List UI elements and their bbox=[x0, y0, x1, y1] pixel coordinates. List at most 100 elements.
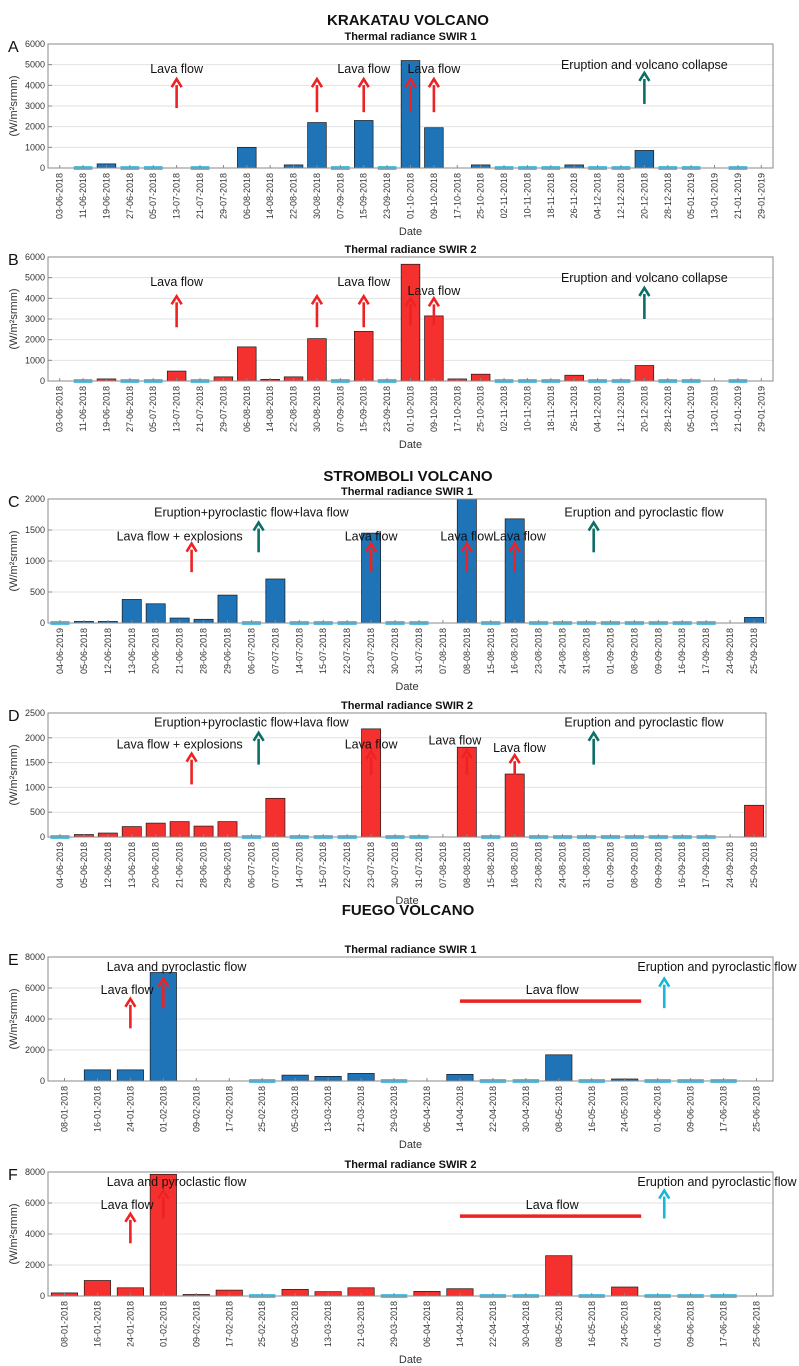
x-tick-label-b-22: 26-11-2018 bbox=[569, 386, 579, 431]
annotation-arrow-b-1 bbox=[310, 293, 324, 328]
x-tick-label-a-10: 22-08-2018 bbox=[289, 173, 299, 219]
x-tick-label-a-5: 13-07-2018 bbox=[172, 173, 182, 219]
plot-frame-c bbox=[47, 498, 767, 624]
arrow-head-b-1 bbox=[310, 293, 324, 305]
bar-a-15 bbox=[400, 60, 421, 169]
chart-panel-e: Thermal radiance SWIR 1 E 0 2000 4000 6000 800… bbox=[8, 944, 798, 1151]
charts-layer: Thermal radiance SWIR 1 A 0 1000 2000 3000 400… bbox=[8, 31, 798, 1366]
x-tick-label-b-18: 25-10-2018 bbox=[476, 386, 486, 432]
x-tick-label-a-25: 20-12-2018 bbox=[639, 173, 649, 219]
annotation-arrow-a-1 bbox=[310, 76, 324, 113]
annotation-text-b-0: Lava flow bbox=[150, 275, 204, 289]
y-tick-label-e-2: 4000 bbox=[25, 1014, 45, 1024]
bar-c-9 bbox=[265, 578, 286, 624]
bar-a-8 bbox=[237, 146, 257, 169]
x-tick-label-d-26: 16-09-2018 bbox=[677, 842, 687, 888]
y-axis-label-f: (W/m²srmm) bbox=[8, 1203, 20, 1264]
chart-panel-b: Thermal radiance SWIR 2 B 0 1000 2000 3000 400… bbox=[8, 244, 774, 451]
x-tick-label-b-2: 19-06-2018 bbox=[101, 386, 111, 432]
annotation-arrow-b-2 bbox=[357, 293, 370, 328]
x-tick-label-a-13: 15-09-2018 bbox=[359, 173, 369, 219]
x-tick-label-a-23: 04-12-2018 bbox=[593, 173, 603, 219]
annotation-text-f-2: Lava flow bbox=[526, 1198, 580, 1212]
x-tick-label-f-15: 08-05-2018 bbox=[554, 1301, 564, 1347]
x-tick-label-b-29: 21-01-2019 bbox=[733, 386, 743, 432]
annotation-arrow-c-4 bbox=[252, 520, 265, 553]
x-tick-label-a-15: 01-10-2018 bbox=[406, 173, 416, 219]
arrow-head-b-2 bbox=[357, 293, 370, 305]
x-tick-label-c-0: 04-06-2019 bbox=[55, 628, 65, 674]
y-tick-label-a-3: 3000 bbox=[25, 101, 45, 111]
x-tick-label-f-16: 16-05-2018 bbox=[587, 1301, 597, 1347]
x-tick-label-d-0: 04-06-2019 bbox=[55, 842, 65, 888]
y-tick-label-a-6: 6000 bbox=[25, 39, 45, 49]
y-tick-label-e-3: 6000 bbox=[25, 983, 45, 993]
bar-d-19 bbox=[504, 773, 525, 838]
x-tick-label-f-21: 25-06-2018 bbox=[752, 1301, 762, 1347]
x-tick-label-f-4: 09-02-2018 bbox=[191, 1301, 201, 1347]
y-tick-label-e-0: 0 bbox=[40, 1076, 45, 1086]
annotation-text-e-3: Eruption and pyroclastic flow bbox=[637, 960, 797, 974]
x-tick-label-d-6: 28-06-2018 bbox=[199, 842, 209, 888]
x-tick-label-f-8: 13-03-2018 bbox=[323, 1301, 333, 1347]
y-tick-label-a-5: 5000 bbox=[25, 60, 45, 70]
x-tick-label-f-3: 01-02-2018 bbox=[158, 1301, 168, 1347]
annotation-text-a-3: Eruption and volcano collapse bbox=[561, 58, 728, 72]
x-tick-label-a-21: 18-11-2018 bbox=[546, 173, 556, 218]
x-tick-label-a-12: 07-09-2018 bbox=[335, 173, 345, 219]
x-tick-label-c-16: 07-08-2018 bbox=[438, 628, 448, 674]
arrow-head-d-2 bbox=[460, 747, 473, 759]
arrow-head-d-5 bbox=[587, 730, 600, 742]
y-tick-label-c-2: 1000 bbox=[25, 556, 45, 566]
arrow-head-c-1 bbox=[364, 541, 378, 553]
x-tick-label-d-28: 24-09-2018 bbox=[725, 842, 735, 888]
annotation-arrow-d-5 bbox=[587, 730, 600, 765]
x-tick-label-b-23: 04-12-2018 bbox=[593, 386, 603, 432]
x-tick-label-d-7: 29-06-2018 bbox=[223, 842, 233, 888]
x-tick-label-a-22: 26-11-2018 bbox=[569, 173, 579, 218]
y-axis-label-c: (W/m²srmm) bbox=[8, 530, 20, 591]
x-tick-label-f-11: 06-04-2018 bbox=[422, 1301, 432, 1347]
x-tick-label-f-12: 14-04-2018 bbox=[455, 1301, 465, 1347]
annotation-text-f-1: Lava flow bbox=[101, 1198, 155, 1212]
arrow-head-e-1 bbox=[157, 976, 170, 988]
x-tick-label-f-9: 21-03-2018 bbox=[356, 1301, 366, 1347]
arrow-head-c-4 bbox=[252, 520, 265, 532]
bar-d-29 bbox=[744, 804, 764, 838]
bar-b-8 bbox=[237, 346, 257, 382]
y-tick-label-b-6: 6000 bbox=[25, 252, 45, 262]
x-tick-label-c-5: 21-06-2018 bbox=[175, 628, 185, 674]
y-tick-label-a-0: 0 bbox=[40, 163, 45, 173]
y-tick-label-c-4: 2000 bbox=[25, 494, 45, 504]
x-tick-label-b-24: 12-12-2018 bbox=[616, 386, 626, 432]
annotation-text-a-2: Lava flow bbox=[407, 62, 461, 76]
x-tick-label-f-0: 08-01-2018 bbox=[59, 1301, 69, 1347]
arrow-head-c-3 bbox=[508, 541, 521, 553]
x-tick-label-e-20: 17-06-2018 bbox=[719, 1086, 729, 1132]
x-tick-label-a-30: 29-01-2019 bbox=[756, 173, 766, 219]
chart-panel-a: Thermal radiance SWIR 1 A 0 1000 2000 3000 400… bbox=[8, 31, 774, 238]
x-tick-label-a-7: 29-07-2018 bbox=[218, 173, 228, 219]
annotation-text-b-1: Lava flow bbox=[337, 275, 391, 289]
annotation-arrow-e-2 bbox=[658, 976, 671, 1009]
annotation-text-a-1: Lava flow bbox=[337, 62, 391, 76]
annotation-text-c-5: Eruption and pyroclastic flow bbox=[564, 505, 724, 519]
x-tick-label-d-20: 23-08-2018 bbox=[534, 842, 544, 888]
x-tick-label-e-18: 01-06-2018 bbox=[653, 1086, 663, 1132]
x-tick-label-a-20: 10-11-2018 bbox=[522, 173, 532, 218]
y-tick-label-d-3: 1500 bbox=[25, 758, 45, 768]
x-tick-label-b-30: 29-01-2019 bbox=[756, 386, 766, 432]
arrow-head-e-2 bbox=[658, 976, 671, 988]
plot-area-d bbox=[48, 713, 766, 837]
bar-f-3 bbox=[149, 1173, 177, 1297]
x-tick-label-b-11: 30-08-2018 bbox=[312, 386, 322, 432]
chart-title-e: Thermal radiance SWIR 1 bbox=[344, 944, 476, 956]
x-tick-label-d-27: 17-09-2018 bbox=[701, 842, 711, 888]
x-tick-label-a-14: 23-09-2018 bbox=[382, 173, 392, 219]
arrow-head-b-0 bbox=[170, 293, 183, 305]
arrow-head-b-3 bbox=[404, 295, 417, 308]
arrow-head-a-4 bbox=[427, 76, 440, 88]
x-tick-label-f-2: 24-01-2018 bbox=[125, 1301, 135, 1347]
x-tick-label-d-29: 25-09-2018 bbox=[749, 842, 759, 888]
